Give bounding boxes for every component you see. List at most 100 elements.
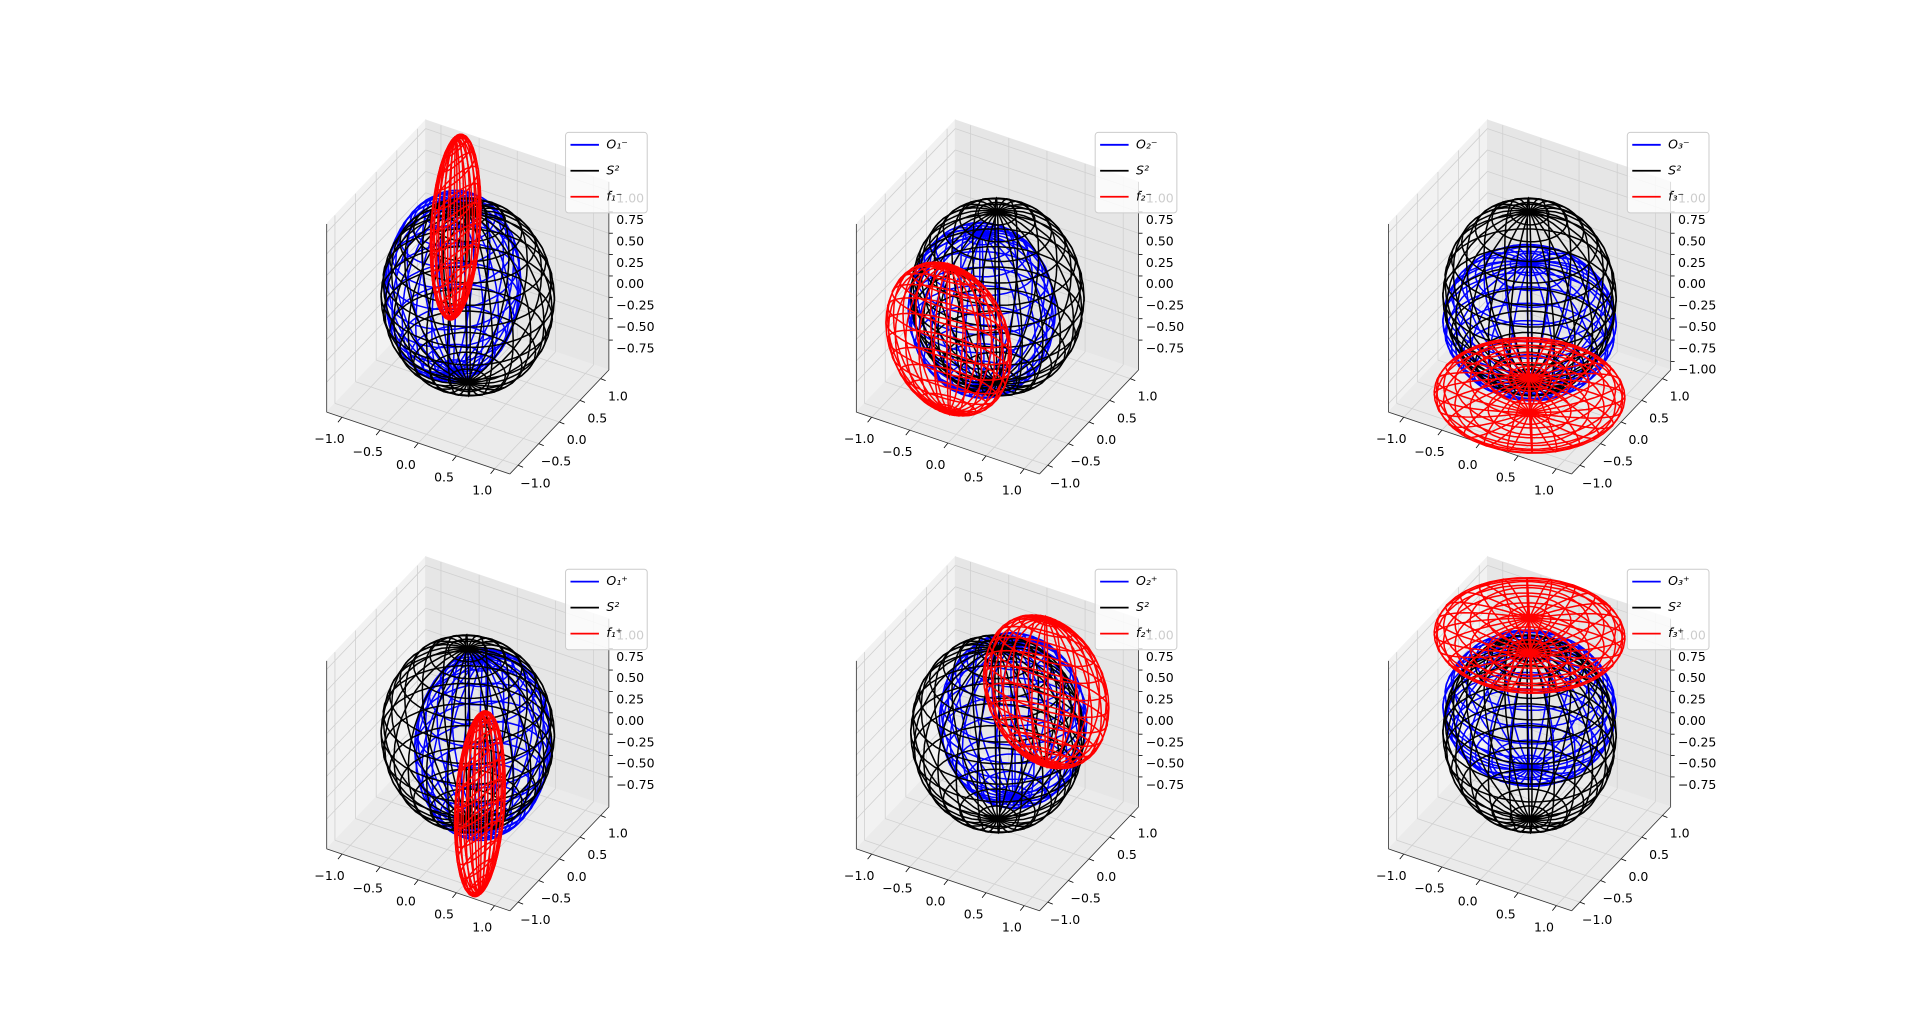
legend: O₂⁻ S² f₂⁻ — [1094, 131, 1178, 214]
wire-meridian — [1045, 618, 1065, 769]
wire-meridian — [1528, 377, 1558, 453]
x-tick-label: 0.5 — [1496, 470, 1516, 485]
y-tick-label: 0.0 — [1096, 432, 1116, 447]
wire-meridian — [913, 647, 998, 821]
grid-line — [856, 607, 956, 713]
x-tick-label: −1.0 — [844, 431, 874, 446]
legend: O₃⁺ S² f₃⁺ — [1626, 568, 1710, 651]
tick-mark — [1399, 853, 1405, 860]
wire-meridian — [479, 710, 504, 894]
legend: O₁⁺ S² f₁⁺ — [565, 568, 648, 651]
wire-meridian — [1445, 647, 1530, 821]
wire-meridian — [482, 658, 552, 831]
z-tick-label: −0.75 — [616, 340, 654, 355]
y-tick-label: 0.5 — [1117, 410, 1137, 425]
z-tick-label: −0.25 — [1678, 734, 1716, 749]
legend-label: O₂⁺ — [1136, 573, 1157, 588]
grid-line — [326, 149, 426, 255]
x-tick-label: 0.5 — [434, 907, 454, 922]
wire-meridian — [406, 195, 454, 373]
x-tick-label: 0.5 — [964, 470, 984, 485]
y-tick-label: −0.5 — [541, 454, 571, 469]
axis-line — [509, 806, 610, 912]
wire-meridian — [1528, 648, 1556, 833]
z-tick-label: 0.00 — [1678, 713, 1706, 728]
grid-line — [856, 192, 956, 297]
wire-meridian — [997, 209, 1082, 384]
grid-line — [885, 818, 1069, 881]
tick-mark — [452, 455, 457, 462]
y-tick-label: 0.5 — [587, 847, 607, 862]
legend-label: f₃⁻ — [1668, 188, 1684, 203]
wire-meridian — [471, 713, 481, 897]
wire-meridian — [1529, 352, 1596, 414]
tick-mark — [1047, 464, 1053, 468]
wire-meridian — [1528, 378, 1533, 454]
wire-meridian — [948, 265, 968, 417]
wireframe — [453, 710, 507, 898]
y-tick-label: −1.0 — [1050, 912, 1080, 927]
z-tick-label: −0.50 — [1146, 319, 1184, 334]
x-tick-label: 0.0 — [1458, 894, 1478, 909]
grid-line — [856, 128, 956, 233]
y-tick-label: 1.0 — [1138, 826, 1158, 841]
grid-line — [856, 672, 956, 777]
y-tick-label: −0.5 — [541, 891, 571, 906]
subplot: −1.0−0.50.00.51.0−1.0−0.50.00.51.01.000.… — [314, 118, 655, 498]
wire-meridian — [380, 647, 468, 821]
grid-line — [425, 607, 609, 671]
wire-meridian — [994, 196, 999, 383]
wire-meridian — [432, 136, 457, 321]
grid-line — [1417, 818, 1601, 881]
tick-mark — [559, 421, 565, 425]
grid-line — [856, 149, 956, 255]
wireframe — [429, 133, 482, 321]
wire-meridian — [1435, 612, 1530, 654]
tick-mark — [1600, 880, 1606, 883]
wire-meridian — [997, 644, 1073, 821]
tick-mark — [1399, 416, 1405, 423]
x-tick-label: −0.5 — [1414, 881, 1444, 896]
wire-meridian — [996, 647, 1044, 831]
x-tick-label: 0.0 — [396, 457, 416, 472]
tick-mark — [905, 429, 911, 436]
grid-line — [1388, 192, 1488, 297]
x-tick-label: 1.0 — [472, 483, 492, 498]
z-tick-label: −0.75 — [1678, 340, 1716, 355]
wire-meridian — [1529, 262, 1618, 384]
wire-meridian — [1433, 617, 1530, 654]
wire-meridian — [1529, 377, 1624, 419]
axis-line — [1571, 806, 1671, 912]
z-tick-label: 0.50 — [1146, 670, 1174, 685]
wire-meridian — [1045, 618, 1080, 770]
z-tick-label: −0.25 — [616, 298, 654, 313]
axis-line — [856, 848, 1040, 912]
wire-meridian — [1508, 262, 1531, 401]
wire-meridian — [922, 647, 998, 824]
z-tick-label: −0.50 — [1678, 319, 1716, 334]
wire-meridian — [421, 636, 469, 820]
tick-mark — [1579, 901, 1586, 905]
wire-meridian — [1465, 640, 1530, 820]
wire-meridian — [452, 200, 500, 378]
tick-mark — [452, 892, 457, 899]
wire-meridian — [479, 710, 495, 894]
wire-meridian — [997, 647, 1075, 824]
wire-meridian — [922, 210, 998, 387]
wire-meridian — [1437, 377, 1530, 418]
tick-mark — [517, 464, 524, 468]
axis-line — [326, 848, 510, 912]
x-tick-label: −0.5 — [882, 444, 912, 459]
x-tick-label: 0.0 — [926, 894, 946, 909]
wire-meridian — [467, 647, 545, 824]
wire-meridian — [1529, 617, 1615, 670]
wire-meridian — [1529, 617, 1600, 680]
y-tick-label: 1.0 — [1138, 389, 1158, 404]
y-tick-label: −0.5 — [1603, 454, 1633, 469]
wire-meridian — [955, 647, 999, 831]
x-tick-label: 0.0 — [396, 894, 416, 909]
tick-mark — [1600, 443, 1606, 447]
z-tick-label: 0.25 — [616, 692, 644, 707]
x-tick-label: 1.0 — [1534, 483, 1554, 498]
wire-meridian — [467, 647, 556, 821]
